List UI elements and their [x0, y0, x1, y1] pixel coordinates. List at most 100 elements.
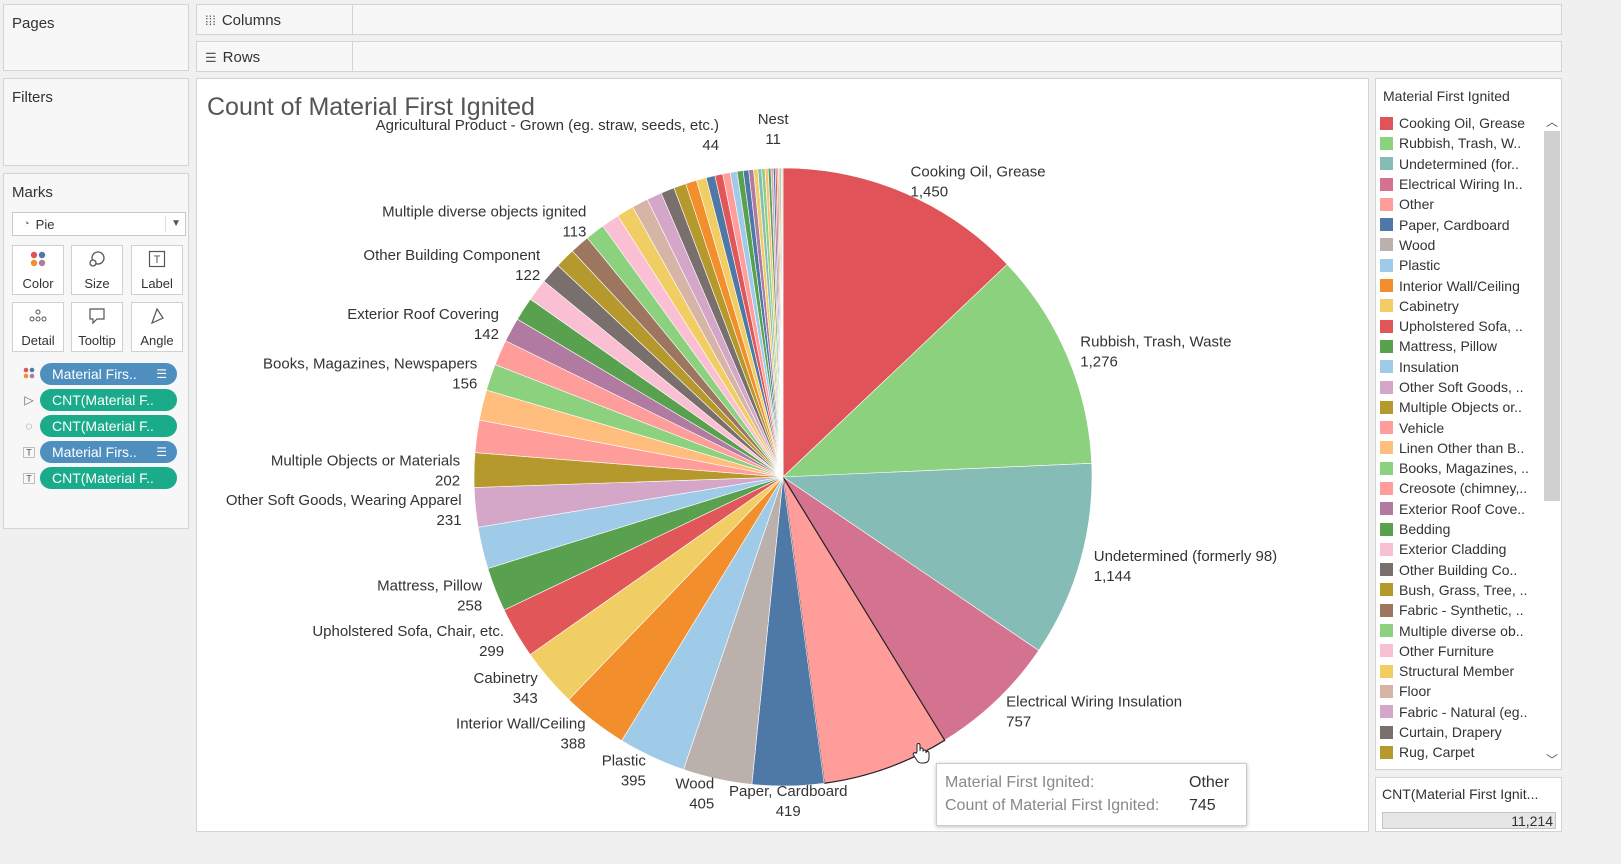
legend-item[interactable]: Electrical Wiring In..	[1380, 174, 1542, 194]
legend-item[interactable]: Bush, Grass, Tree, ..	[1380, 580, 1542, 600]
slice-label-name: Plastic	[602, 752, 647, 769]
svg-text:T: T	[154, 254, 161, 266]
legend-item[interactable]: Creosote (chimney,..	[1380, 478, 1542, 498]
legend-item[interactable]: Cooking Oil, Grease	[1380, 113, 1542, 133]
legend-item[interactable]: Other Building Co..	[1380, 560, 1542, 580]
detail-icon	[13, 307, 63, 333]
size-legend: CNT(Material First Ignit... 11,214	[1375, 777, 1562, 832]
slice-label-name: Exterior Roof Covering	[347, 306, 499, 323]
legend-item[interactable]: Fabric - Synthetic, ..	[1380, 600, 1542, 620]
slice-label-value: 405	[689, 796, 714, 813]
slice-label-name: Multiple Objects or Materials	[271, 453, 460, 470]
marks-pill[interactable]: Material Firs.. ☰	[40, 441, 177, 463]
legend-item[interactable]: Rug, Carpet	[1380, 742, 1542, 762]
rows-label: Rows	[222, 49, 261, 66]
chevron-down-icon: ▼	[165, 216, 181, 232]
legend-item[interactable]: Curtain, Drapery	[1380, 722, 1542, 742]
legend-item[interactable]: Paper, Cardboard	[1380, 214, 1542, 234]
legend-swatch	[1380, 319, 1393, 333]
detail-button[interactable]: Detail	[12, 302, 64, 352]
legend-item[interactable]: Bedding	[1380, 519, 1542, 539]
legend-item[interactable]: Upholstered Sofa, ..	[1380, 316, 1542, 336]
legend-item[interactable]: Undetermined (for..	[1380, 154, 1542, 174]
angle-button[interactable]: Angle	[131, 302, 183, 352]
legend-item[interactable]: Rubbish, Trash, W..	[1380, 133, 1542, 153]
rows-shelf-icon: ☰	[205, 49, 217, 65]
slice-label-value: 156	[452, 376, 477, 393]
legend-item[interactable]: Linen Other than B..	[1380, 438, 1542, 458]
legend-item[interactable]: Other Furniture	[1380, 641, 1542, 661]
pie-slice[interactable]	[782, 476, 946, 784]
legend-item-label: Plastic	[1399, 257, 1441, 274]
legend-item[interactable]: Wood	[1380, 235, 1542, 255]
color-legend: Material First Ignited Cooking Oil, Grea…	[1375, 78, 1562, 770]
legend-swatch	[1380, 360, 1393, 374]
slice-label: Interior Wall/Ceiling 388	[456, 716, 586, 753]
legend-item[interactable]: Floor	[1380, 681, 1542, 701]
label-icon: T	[132, 250, 182, 276]
size-button[interactable]: Size	[71, 245, 123, 295]
legend-swatch	[1380, 522, 1393, 536]
legend-item[interactable]: Exterior Roof Cove..	[1380, 499, 1542, 519]
tooltip-button[interactable]: Tooltip	[71, 302, 123, 352]
marks-pill[interactable]: Material Firs.. ☰	[40, 363, 177, 385]
pie-chart[interactable]: Cooking Oil, Grease 1,450 Rubbish, Trash, …	[197, 79, 1368, 831]
marks-label: Marks	[12, 184, 53, 201]
legend-item-label: Wood	[1399, 236, 1436, 253]
legend-item[interactable]: Structural Member	[1380, 661, 1542, 681]
columns-shelf[interactable]: ⁞⁞⁞ Columns	[196, 4, 1562, 35]
slice-label-value: 113	[562, 224, 586, 241]
scroll-thumb[interactable]	[1544, 131, 1560, 501]
legend-item[interactable]: Other Soft Goods, ..	[1380, 377, 1542, 397]
legend-swatch	[1380, 299, 1393, 313]
pie-slice[interactable]	[782, 462, 1093, 651]
rows-shelf[interactable]: ☰ Rows	[196, 41, 1562, 72]
legend-item[interactable]: Mattress, Pillow	[1380, 336, 1542, 356]
scroll-down-icon[interactable]: ﹀	[1546, 753, 1559, 767]
pie-slice[interactable]	[782, 476, 1040, 741]
size-legend-title: CNT(Material First Ignit...	[1382, 786, 1539, 802]
scroll-up-icon[interactable]: ︿	[1546, 115, 1559, 129]
legend-item-label: Floor	[1399, 683, 1431, 700]
legend-item[interactable]: Insulation	[1380, 357, 1542, 377]
slice-label: Other Building Component 122	[363, 247, 541, 284]
legend-swatch	[1380, 644, 1393, 658]
legend-swatch	[1380, 461, 1393, 475]
legend-item[interactable]: Other	[1380, 194, 1542, 214]
pill-label: CNT(Material F..	[52, 392, 154, 408]
legend-item[interactable]: Multiple Objects or..	[1380, 397, 1542, 417]
pie-slice[interactable]	[782, 167, 1008, 478]
slice-label: Upholstered Sofa, Chair, etc. 299	[312, 623, 504, 660]
angle-icon: ▷	[24, 393, 34, 407]
filters-shelf[interactable]: Filters	[3, 78, 189, 166]
legend-item[interactable]: Books, Magazines, ..	[1380, 458, 1542, 478]
legend-item[interactable]: Cabinetry	[1380, 296, 1542, 316]
hover-tooltip: Material First Ignited: Other Count of M…	[936, 763, 1247, 826]
slice-label-name: Rubbish, Trash, Waste	[1080, 334, 1231, 351]
mark-type-dropdown[interactable]: ◔ Pie ▼	[12, 212, 186, 236]
legend-scrollbar[interactable]: ︿ ﹀	[1542, 113, 1560, 769]
legend-item-label: Rug, Carpet	[1399, 744, 1475, 761]
marks-pill[interactable]: CNT(Material F..	[40, 415, 177, 437]
slice-label: Nest 11	[758, 111, 790, 148]
pie-slice[interactable]	[781, 167, 784, 478]
legend-item[interactable]: Fabric - Natural (eg..	[1380, 702, 1542, 722]
slice-label-value: 757	[1006, 714, 1031, 731]
legend-item[interactable]: Multiple diverse ob..	[1380, 620, 1542, 640]
legend-item[interactable]: Exterior Cladding	[1380, 539, 1542, 559]
legend-item-label: Fabric - Synthetic, ..	[1399, 602, 1524, 619]
marks-pill[interactable]: CNT(Material F..	[40, 467, 177, 489]
legend-item-label: Mattress, Pillow	[1399, 338, 1498, 355]
legend-item[interactable]: Vehicle	[1380, 417, 1542, 437]
legend-item[interactable]: Interior Wall/Ceiling	[1380, 275, 1542, 295]
label-button[interactable]: T Label	[131, 245, 183, 295]
slice-label-name: Multiple diverse objects ignited	[382, 204, 586, 221]
pie-slice[interactable]	[782, 263, 1093, 478]
legend-item[interactable]: Plastic	[1380, 255, 1542, 275]
legend-item-label: Paper, Cardboard	[1399, 216, 1510, 233]
slice-label-value: 388	[561, 736, 586, 753]
pages-shelf[interactable]: Pages	[3, 4, 189, 71]
pill-label: CNT(Material F..	[52, 418, 154, 434]
color-button[interactable]: Color	[12, 245, 64, 295]
marks-pill[interactable]: CNT(Material F..	[40, 389, 177, 411]
